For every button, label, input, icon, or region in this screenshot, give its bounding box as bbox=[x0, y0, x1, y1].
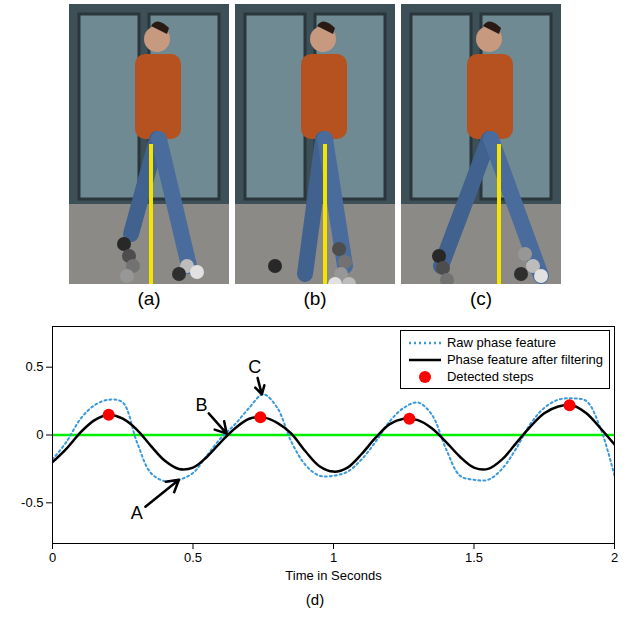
svg-text:0: 0 bbox=[36, 427, 43, 442]
html-text:(d): (d) bbox=[305, 591, 325, 608]
svg-text:0.5: 0.5 bbox=[184, 550, 202, 565]
html-text:Detected steps: Detected steps bbox=[446, 369, 534, 384]
svg-text:0: 0 bbox=[49, 550, 56, 565]
html-text:Phase feature after filtering: Phase feature after filtering bbox=[446, 352, 603, 367]
svg-text:A: A bbox=[131, 503, 143, 523]
svg-text:-0.5: -0.5 bbox=[21, 495, 43, 510]
svg-text:2: 2 bbox=[611, 550, 618, 565]
svg-text:B: B bbox=[195, 395, 207, 415]
html-text:(a): (a) bbox=[137, 288, 161, 309]
svg-text:C: C bbox=[248, 357, 261, 377]
svg-text:0.5: 0.5 bbox=[25, 359, 43, 374]
html-text:(b): (b) bbox=[303, 288, 327, 309]
html-text:Raw phase feature: Raw phase feature bbox=[446, 335, 556, 350]
svg-text:Time in Seconds: Time in Seconds bbox=[285, 568, 382, 583]
svg-text:1: 1 bbox=[330, 550, 337, 565]
html-text:(c): (c) bbox=[469, 288, 493, 309]
svg-text:1.5: 1.5 bbox=[465, 550, 483, 565]
